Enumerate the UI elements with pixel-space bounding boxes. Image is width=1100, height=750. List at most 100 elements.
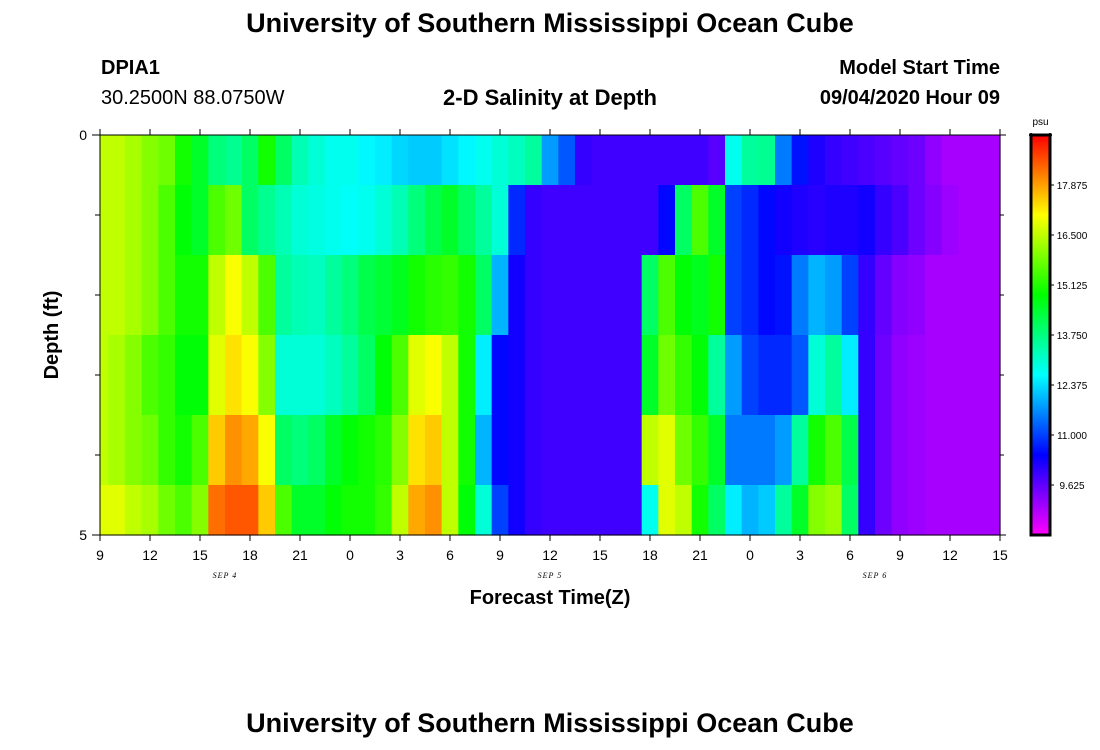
heatmap-cell	[891, 185, 909, 256]
heatmap-cell	[875, 485, 893, 536]
model-start-label: Model Start Time	[839, 57, 1000, 79]
heatmap-cell	[875, 255, 893, 336]
colorbar-tick-label: 15.125	[1057, 281, 1088, 292]
heatmap-cell	[275, 485, 293, 536]
heatmap-cell	[391, 185, 409, 256]
heatmap-cell	[675, 135, 693, 186]
heatmap-cell	[741, 135, 759, 186]
heatmap-cell	[141, 485, 159, 536]
heatmap-cell	[275, 415, 293, 486]
heatmap-cell	[691, 185, 709, 256]
colorbar-tick-label: 13.750	[1057, 331, 1088, 342]
heatmap-cell	[808, 135, 826, 186]
heatmap-cell	[308, 135, 326, 186]
heatmap-cell	[491, 485, 509, 536]
heatmap-cell	[441, 255, 459, 336]
heatmap-cell	[675, 335, 693, 416]
heatmap-cell	[158, 255, 176, 336]
colorbar-tick-label: 9.625	[1059, 481, 1084, 492]
heatmap-cell	[475, 415, 493, 486]
footer-title: University of Southern Mississippi Ocean…	[246, 708, 854, 738]
heatmap-cell	[608, 415, 626, 486]
heatmap-cell	[975, 135, 993, 186]
heatmap-cell	[208, 185, 226, 256]
heatmap-cell	[658, 415, 676, 486]
heatmap-cell	[891, 415, 909, 486]
heatmap-cell	[558, 335, 576, 416]
heatmap-cell	[141, 335, 159, 416]
heatmap-cell	[775, 415, 793, 486]
heatmap-cell	[525, 255, 543, 336]
heatmap-cell	[991, 335, 1001, 416]
heatmap-cell	[991, 415, 1001, 486]
heatmap-cell	[375, 415, 393, 486]
date-label: SEP 6	[863, 571, 888, 580]
heatmap-cell	[725, 415, 743, 486]
heatmap-cell	[341, 485, 359, 536]
heatmap-cell	[391, 335, 409, 416]
heatmap-cell	[975, 415, 993, 486]
heatmap-cell	[875, 335, 893, 416]
heatmap-cell	[825, 415, 843, 486]
heatmap-cell	[758, 135, 776, 186]
x-tick-label: 15	[192, 547, 208, 563]
heatmap-cell	[658, 255, 676, 336]
heatmap-cell	[925, 255, 943, 336]
heatmap-cell	[225, 415, 243, 486]
heatmap-cell	[891, 255, 909, 336]
heatmap-cell	[858, 335, 876, 416]
heatmap-cell	[258, 415, 276, 486]
heatmap-cell	[691, 135, 709, 186]
heatmap-cell	[441, 135, 459, 186]
heatmap-cell	[258, 255, 276, 336]
heatmap-cell	[100, 335, 109, 416]
colorbar-corner-dot	[1048, 133, 1052, 137]
heatmap-cell	[941, 335, 959, 416]
heatmap-cell	[141, 135, 159, 186]
heatmap-cell	[608, 135, 626, 186]
heatmap-cell	[208, 255, 226, 336]
heatmap-cell	[325, 135, 343, 186]
station-coords: 30.2500N 88.0750W	[101, 87, 285, 109]
heatmap-cell	[758, 485, 776, 536]
heatmap-cell	[725, 255, 743, 336]
y-axis-title: Depth (ft)	[41, 291, 63, 380]
heatmap-cell	[975, 185, 993, 256]
heatmap-cell	[691, 485, 709, 536]
heatmap-cell	[558, 255, 576, 336]
heatmap-cell	[725, 185, 743, 256]
x-axis-title: Forecast Time(Z)	[470, 587, 631, 609]
heatmap-cell	[975, 255, 993, 336]
heatmap-cell	[708, 135, 726, 186]
heatmap-cell	[525, 335, 543, 416]
heatmap-cell	[241, 415, 259, 486]
heatmap-cell	[241, 255, 259, 336]
heatmap-cell	[525, 485, 543, 536]
heatmap-cell	[941, 255, 959, 336]
heatmap-cell	[641, 135, 659, 186]
heatmap-cell	[525, 415, 543, 486]
heatmap-cell	[541, 485, 559, 536]
x-tick-label: 3	[396, 547, 404, 563]
heatmap-cell	[825, 335, 843, 416]
heatmap-cell	[108, 255, 126, 336]
heatmap-cell	[808, 185, 826, 256]
heatmap-cell	[758, 255, 776, 336]
heatmap-cell	[291, 485, 309, 536]
heatmap-cell	[641, 335, 659, 416]
heatmap-cell	[441, 335, 459, 416]
heatmap-cell	[358, 135, 376, 186]
heatmap-cell	[908, 485, 926, 536]
heatmap-cell	[458, 485, 476, 536]
heatmap-cell	[691, 415, 709, 486]
heatmap-cell	[858, 485, 876, 536]
y-axis: 05	[79, 127, 1006, 543]
heatmap-cell	[608, 335, 626, 416]
heatmap-cell	[208, 335, 226, 416]
heatmap-cell	[858, 185, 876, 256]
heatmap-cell	[675, 485, 693, 536]
heatmap-cell	[225, 135, 243, 186]
heatmap-cell	[225, 335, 243, 416]
heatmap-cell	[108, 335, 126, 416]
